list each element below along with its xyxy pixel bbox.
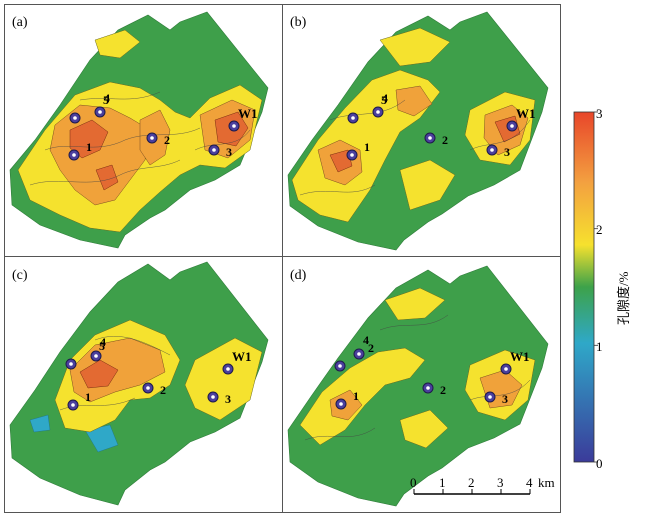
contour-lines xyxy=(299,99,531,196)
well-label: 3 xyxy=(502,392,508,406)
well-marker: 4 xyxy=(372,91,388,118)
well-label: 2 xyxy=(164,133,170,147)
well-marker: 3 xyxy=(486,144,510,159)
well-label: W1 xyxy=(238,106,258,121)
well-label: 2 xyxy=(442,133,448,147)
panel-frames xyxy=(4,4,561,513)
colorbar-title: 孔隙度/% xyxy=(616,271,631,325)
panel-c-map xyxy=(9,261,269,506)
well-marker: W1 xyxy=(500,349,530,375)
well-label: 2 xyxy=(368,341,374,355)
panel-label-d: (d) xyxy=(290,268,307,283)
panel-a-map xyxy=(9,11,269,249)
colorbar: 3 2 1 0 孔隙度/% xyxy=(573,106,631,471)
panel-b-map xyxy=(287,11,549,251)
well-label: 2 xyxy=(160,383,166,397)
well-label: 1 xyxy=(364,140,370,154)
contour-lines xyxy=(59,336,171,411)
well-label: 4 xyxy=(104,91,110,105)
well-marker: 1 xyxy=(68,140,92,161)
survey-area-outline xyxy=(287,265,549,507)
well-marker: W1 xyxy=(228,106,258,132)
well-marker: W1 xyxy=(222,349,252,375)
well-marker: 1 xyxy=(335,389,359,410)
scale-tick-3: 3 xyxy=(497,475,504,490)
well-marker: 4 xyxy=(353,333,369,360)
well-marker: 1 xyxy=(346,140,370,161)
scale-unit: km xyxy=(538,475,555,490)
scale-tick-2: 2 xyxy=(468,475,475,490)
scale-tick-4: 4 xyxy=(526,475,533,490)
well-marker: 3 xyxy=(207,391,231,406)
colorbar-tick-3: 3 xyxy=(596,106,603,121)
well-marker: 2 xyxy=(422,382,446,397)
well-marker: 5 xyxy=(69,93,109,124)
well-label: 4 xyxy=(382,91,388,105)
panel-label-a: (a) xyxy=(12,15,28,30)
well-label: 5 xyxy=(103,93,109,107)
well-label: 1 xyxy=(353,389,359,403)
well-marker: 4 xyxy=(90,335,106,362)
well-label: 4 xyxy=(100,335,106,349)
scale-tick-0: 0 xyxy=(410,475,417,490)
panel-d-map xyxy=(287,265,549,507)
well-marker: 2 xyxy=(424,132,448,147)
well-marker: 3 xyxy=(208,144,232,159)
well-marker: 3 xyxy=(484,391,508,406)
well-label: 1 xyxy=(86,140,92,154)
colorbar-tick-1: 1 xyxy=(596,339,603,354)
porosity-high-zones xyxy=(79,359,119,389)
scale-tick-1: 1 xyxy=(439,475,446,490)
well-label: 3 xyxy=(225,392,231,406)
colorbar-tick-2: 2 xyxy=(596,222,603,237)
well-label: 3 xyxy=(504,145,510,159)
colorbar-tick-0: 0 xyxy=(596,456,603,471)
well-marker: 2 xyxy=(146,132,170,147)
well-label: 2 xyxy=(440,383,446,397)
well-label: 5 xyxy=(99,339,105,353)
well-label: 5 xyxy=(381,93,387,107)
contour-lines xyxy=(304,314,531,441)
colorbar-gradient xyxy=(573,111,595,463)
well-marker: 2 xyxy=(334,341,374,372)
well-marker: 5 xyxy=(65,339,105,370)
contour-lines xyxy=(29,91,251,186)
panel-label-c: (c) xyxy=(12,268,28,283)
well-label: W1 xyxy=(232,349,252,364)
well-marker: 4 xyxy=(94,91,110,118)
well-label: 4 xyxy=(363,333,369,347)
well-marker: 1 xyxy=(67,390,91,411)
well-label: 1 xyxy=(85,390,91,404)
well-label: 3 xyxy=(226,145,232,159)
scale-bar: 0 1 2 3 4 km xyxy=(410,475,555,495)
well-marker: 5 xyxy=(347,93,387,124)
well-label: W1 xyxy=(516,106,536,121)
well-marker: 2 xyxy=(142,382,166,397)
panel-label-b: (b) xyxy=(290,15,307,30)
well-label: W1 xyxy=(510,349,530,364)
panel-frame-d xyxy=(282,256,561,513)
well-marker: W1 xyxy=(506,106,536,132)
